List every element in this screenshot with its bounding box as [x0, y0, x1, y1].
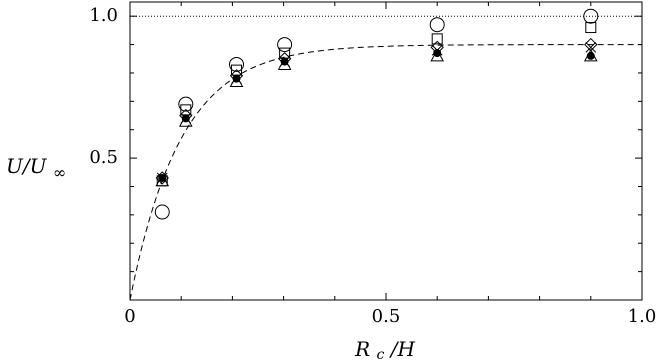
marker-circle — [228, 56, 244, 72]
marker-filled-circle — [158, 173, 167, 182]
marker-square — [585, 22, 597, 34]
marker-filled-circle — [586, 51, 595, 60]
x-axis-title: R c /H — [354, 337, 415, 361]
marker-circle — [583, 8, 599, 24]
marker-cross — [585, 42, 597, 53]
y-axis-title-subscript: ∞ — [53, 163, 66, 182]
marker-circle — [277, 37, 293, 53]
y-tick-label: 1.0 — [89, 5, 118, 26]
x-tick-label: 1.0 — [628, 306, 657, 327]
marker-filled-circle — [280, 57, 289, 66]
y-axis-title: U/U ∞ — [6, 154, 66, 182]
marker-circle — [178, 96, 194, 112]
marker-circle — [429, 17, 445, 33]
y-axis-title-numerator: U/U — [6, 154, 48, 178]
marker-filled-circle — [433, 49, 442, 58]
marker-filled-circle — [232, 74, 241, 83]
marker-square — [431, 33, 443, 45]
marker-circle — [154, 204, 170, 220]
x-axis-title-subscript: c — [377, 347, 385, 361]
y-tick-label: 0.5 — [89, 147, 118, 168]
marker-diamond — [155, 171, 169, 185]
x-tick-label: 0 — [124, 306, 135, 327]
marker-filled-circle — [181, 114, 190, 123]
x-tick-label: 0.5 — [372, 306, 401, 327]
x-axis-title-suffix: /H — [389, 337, 416, 361]
dashed-fit-curve — [129, 44, 642, 301]
x-axis-title-r: R — [354, 337, 370, 361]
plot-frame — [129, 1, 643, 301]
